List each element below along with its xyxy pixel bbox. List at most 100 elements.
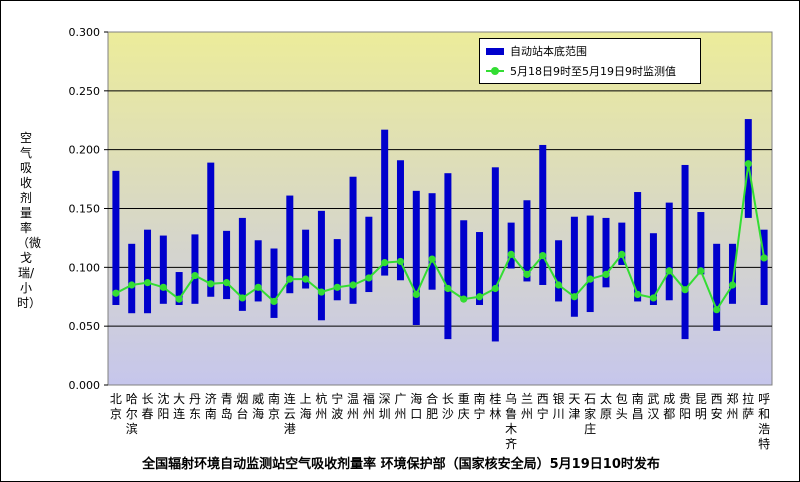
- range-bar: [460, 220, 468, 300]
- x-tick-label: 福州: [363, 391, 375, 421]
- x-tick-label: 拉萨: [742, 391, 754, 421]
- range-bar: [286, 195, 294, 294]
- range-bar: [254, 240, 262, 302]
- range-bar: [665, 202, 673, 301]
- x-tick-label: 大连: [173, 392, 185, 421]
- measurement-point: [539, 251, 547, 260]
- measurement-point: [428, 255, 436, 263]
- x-tick-label: 兰州: [521, 392, 533, 421]
- x-axis-labels: 北京哈尔滨长春沈阳大连丹东济南青岛烟台威海南京连云港上海杭州宁波温州福州深圳广州…: [110, 391, 770, 451]
- range-bar: [270, 248, 278, 318]
- range-bar: [491, 167, 499, 342]
- measurement-point: [175, 295, 183, 303]
- x-tick-label: 北京: [110, 392, 122, 421]
- x-tick-label: 武汉: [647, 392, 659, 421]
- measurement-point: [143, 279, 152, 287]
- legend: 自动站本底范围 5月18日9时至5月19日9时监测值: [479, 38, 701, 84]
- x-tick-label: 长春: [142, 392, 154, 421]
- range-bar: [760, 229, 768, 305]
- range-bar: [302, 229, 310, 289]
- legend-label-measurement: 5月18日9时至5月19日9时监测值: [510, 65, 676, 78]
- measurement-point: [460, 295, 468, 303]
- x-tick-label: 哈尔滨: [126, 392, 138, 436]
- y-axis-ticks: 0.000 0.050 0.100 0.150 0.200 0.250 0.300: [69, 26, 108, 392]
- measurement-point: [381, 259, 389, 267]
- measurement-point: [507, 250, 515, 258]
- x-tick-label: 呼和浩特: [758, 392, 770, 451]
- range-bar: [175, 272, 183, 305]
- chart-title: 全国辐射环境自动监测站空气吸收剂量率 环境保护部（国家核安全局）5月19日10时…: [142, 457, 660, 472]
- measurement-point: [649, 294, 658, 302]
- measurement-point: [554, 281, 563, 289]
- legend-label-range: 自动站本底范围: [510, 45, 587, 58]
- x-tick-label: 成都: [663, 392, 675, 421]
- measurement-point: [523, 270, 531, 278]
- x-tick-label: 西安: [711, 392, 723, 421]
- range-bar: [144, 229, 152, 314]
- x-tick-label: 上海: [300, 392, 312, 421]
- range-bar: [365, 216, 373, 293]
- x-tick-label: 南京: [268, 391, 280, 421]
- legend-item-measurement: 5月18日9时至5月19日9时监测值: [486, 63, 676, 79]
- measurement-point: [491, 284, 499, 293]
- range-bar: [539, 144, 547, 285]
- y-axis-title: 空气吸收剂量率（微戈瑞/小时）: [17, 131, 42, 310]
- measurement-line: [112, 160, 768, 314]
- measurement-point: [444, 284, 452, 293]
- range-bar: [697, 212, 705, 275]
- range-bar: [223, 230, 231, 300]
- measurement-point: [365, 274, 373, 282]
- measurement-point: [207, 280, 215, 288]
- measurement-point: [713, 306, 721, 314]
- x-tick-label: 丹东: [189, 392, 201, 421]
- x-tick-label: 杭州: [315, 391, 327, 421]
- x-tick-label: 深圳: [379, 392, 391, 421]
- range-bar: [444, 173, 452, 340]
- range-bar: [238, 217, 246, 311]
- x-tick-label: 长沙: [442, 392, 454, 421]
- range-bar: [507, 222, 515, 269]
- x-tick-label: 郑州: [726, 391, 738, 421]
- measurement-point: [412, 290, 420, 298]
- range-bar: [207, 162, 215, 297]
- range-bar: [128, 243, 136, 314]
- x-tick-label: 石家庄: [584, 392, 596, 436]
- range-bar: [428, 193, 436, 290]
- range-bar: [317, 210, 325, 321]
- x-tick-label: 广州: [394, 392, 406, 421]
- y-tick-label: 0.000: [69, 379, 101, 392]
- range-bar: [602, 217, 610, 288]
- range-bar: [728, 243, 736, 304]
- legend-line-swatch: [486, 66, 504, 76]
- range-bar: [555, 240, 563, 302]
- range-bars: [112, 119, 768, 342]
- range-bar: [333, 239, 341, 301]
- measurement-point: [333, 283, 341, 291]
- measurement-point: [349, 281, 357, 289]
- x-tick-label: 桂林: [489, 391, 501, 421]
- y-tick-label: 0.200: [69, 144, 101, 157]
- measurement-point: [697, 267, 705, 275]
- measurement-point: [396, 257, 405, 266]
- x-tick-label: 连云港: [284, 391, 296, 436]
- range-bar: [618, 222, 626, 265]
- measurement-point: [191, 271, 199, 280]
- measurement-point: [586, 275, 594, 283]
- measurement-point: [760, 254, 768, 262]
- range-bar: [412, 190, 420, 325]
- range-bar: [523, 200, 531, 282]
- measurement-point: [475, 293, 484, 301]
- x-tick-label: 宁波: [331, 391, 343, 421]
- range-bar: [586, 215, 594, 313]
- range-bar: [681, 164, 689, 340]
- measurement-point: [634, 290, 642, 298]
- measurement-point: [238, 294, 246, 302]
- x-tick-label: 包头: [616, 392, 628, 421]
- measurement-point: [570, 293, 578, 301]
- measurement-point: [665, 267, 673, 275]
- legend-item-range: 自动站本底范围: [486, 43, 587, 59]
- x-tick-label: 温州: [347, 392, 359, 421]
- measurement-point: [222, 279, 231, 287]
- x-tick-label: 烟台: [236, 392, 248, 421]
